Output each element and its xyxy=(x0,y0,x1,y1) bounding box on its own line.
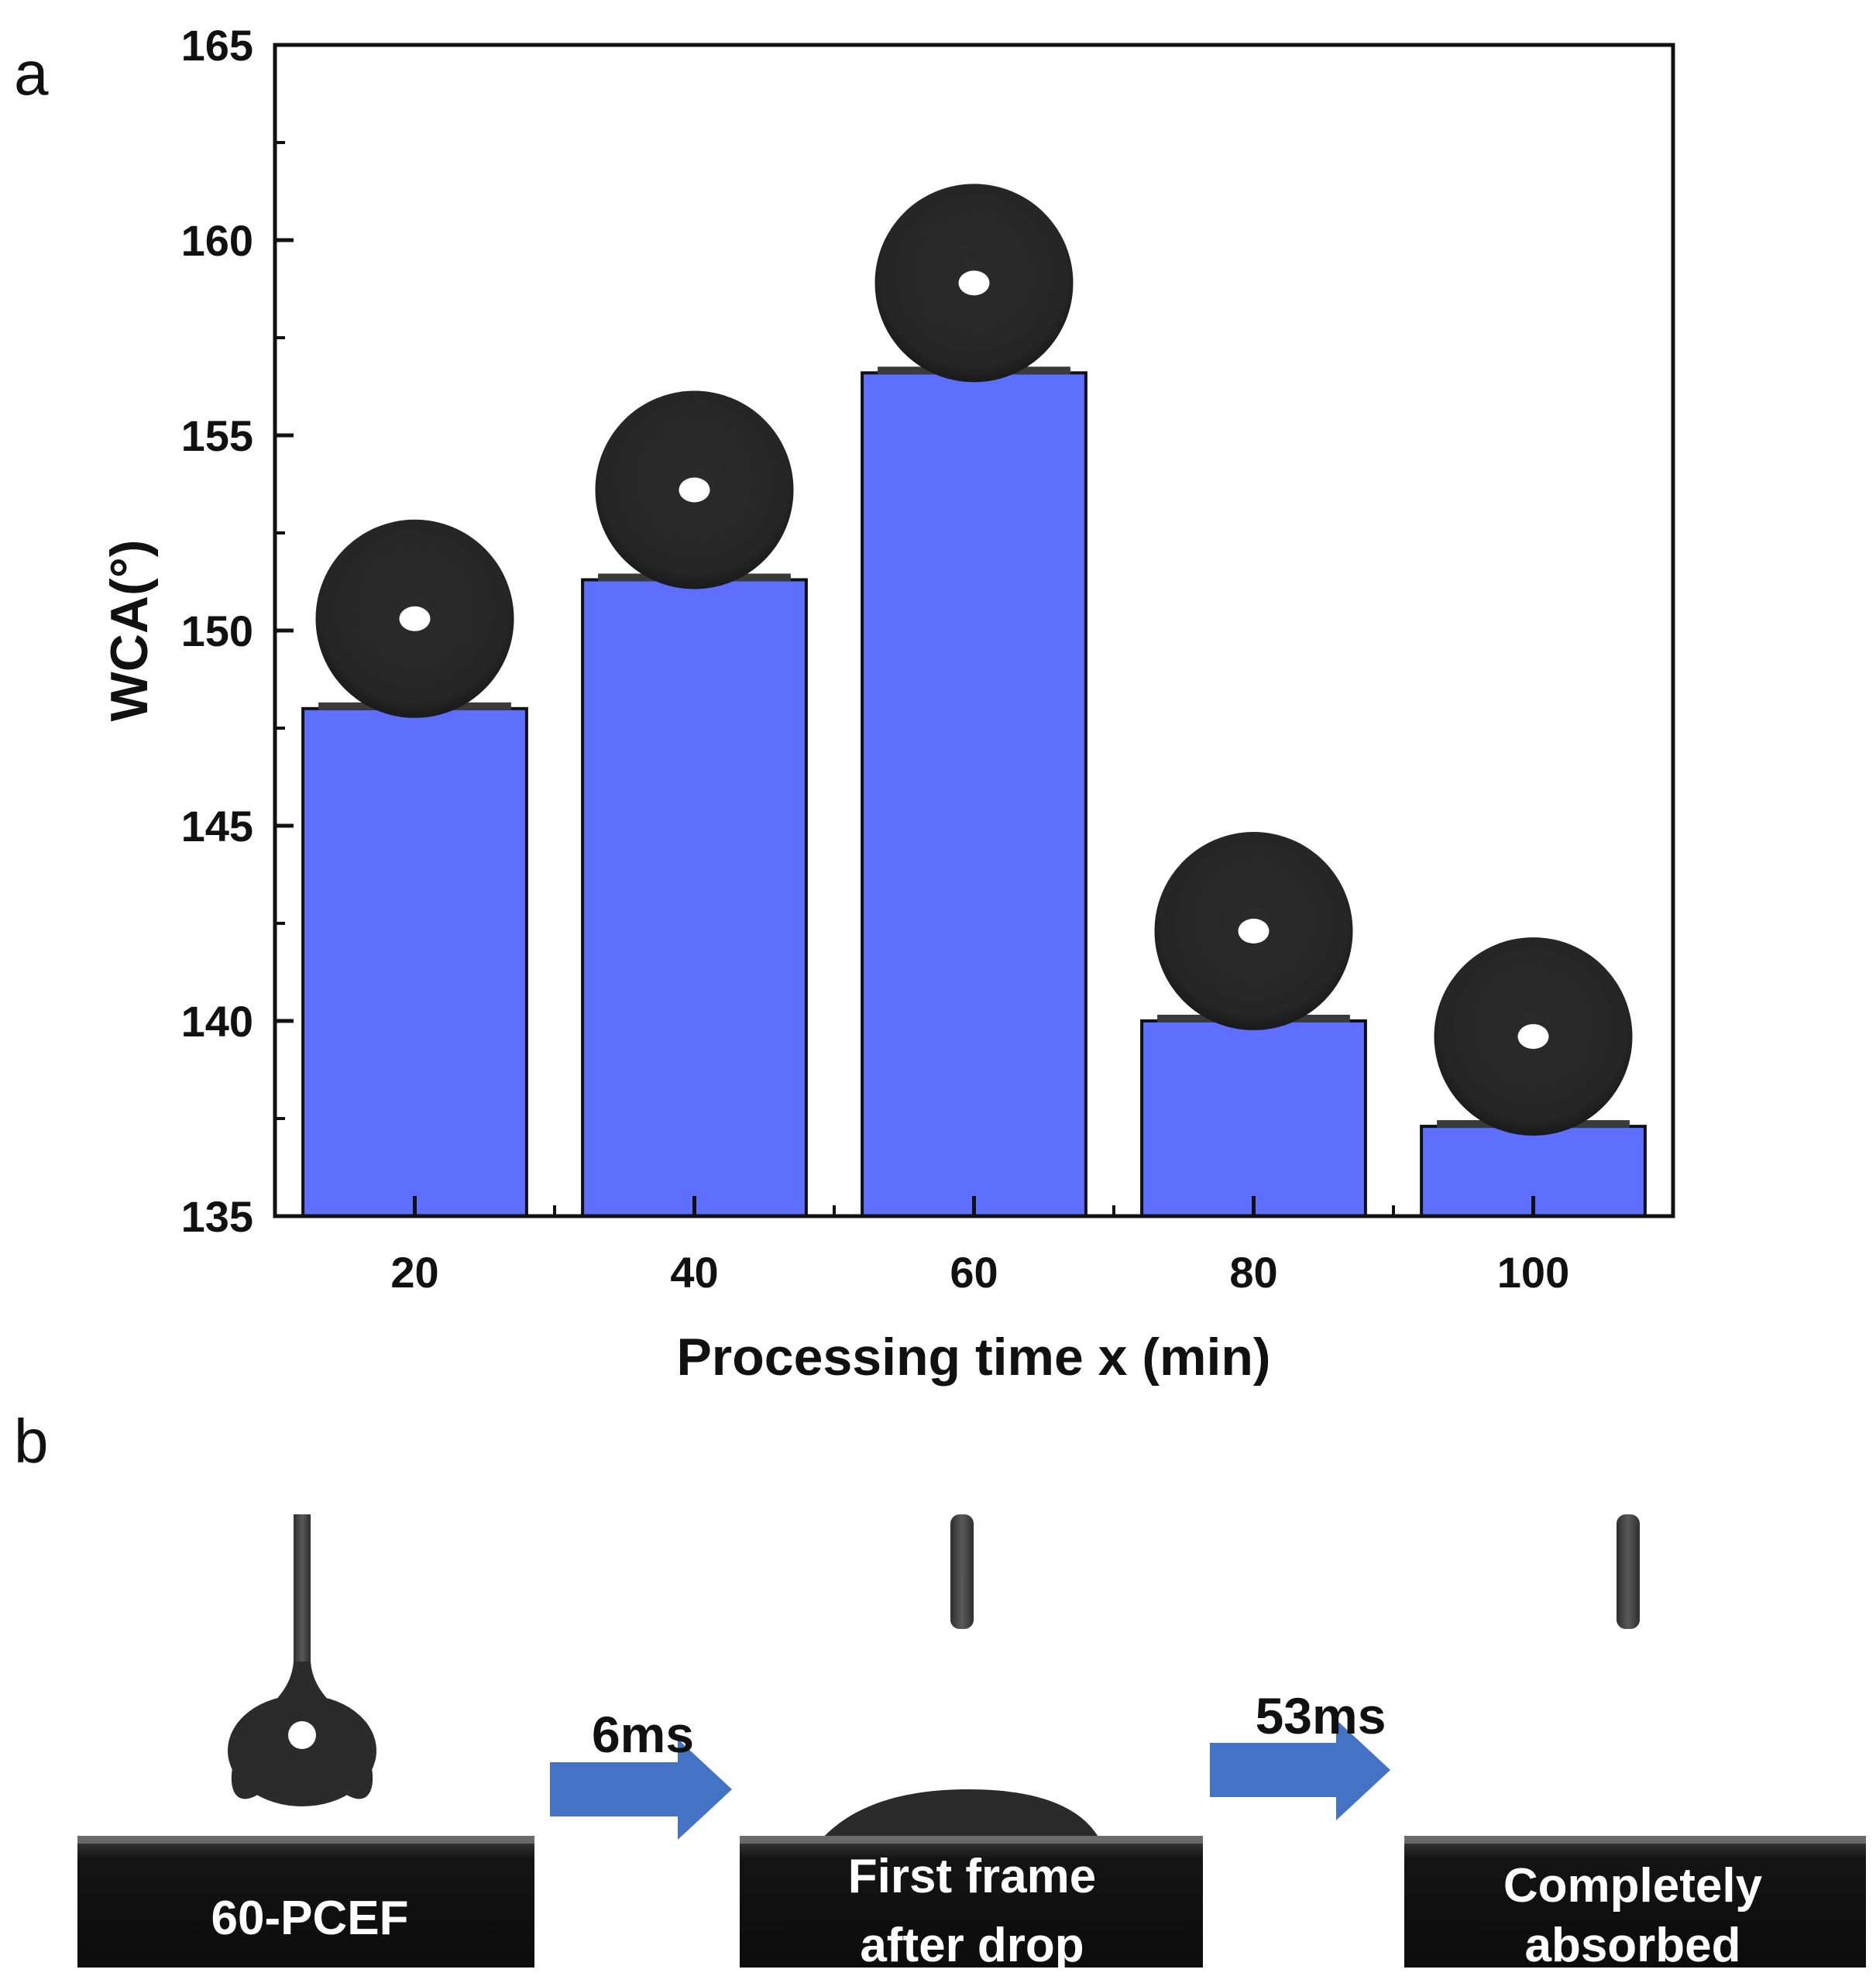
sample-label-first-frame-line2: after drop xyxy=(860,1919,1084,1972)
y-tick-label-135: 135 xyxy=(181,1192,253,1241)
y-axis-title: WCA(°) xyxy=(100,540,159,722)
y-tick-label-160: 160 xyxy=(181,216,253,265)
ticks-layer: 20 40 60 80 100 135 140 145 150 155 160 165 xyxy=(181,21,1570,1297)
spreading-droplet xyxy=(821,1789,1100,1840)
needle xyxy=(1617,1514,1640,1629)
arrow-shape xyxy=(550,1739,732,1840)
y-tick-label-155: 155 xyxy=(181,411,253,460)
sample-2-frame: First frame after drop xyxy=(740,1514,1203,1972)
substrate-base xyxy=(1404,1840,1866,1968)
panel-label-b: b xyxy=(14,1407,49,1476)
y-tick-label-140: 140 xyxy=(181,997,253,1046)
arrow-shape xyxy=(1210,1720,1390,1820)
y-tick-label-145: 145 xyxy=(181,802,253,851)
x-tick-label-80: 80 xyxy=(1229,1248,1277,1297)
bar-80 xyxy=(1140,1019,1367,1218)
droplet-highlight-80 xyxy=(1238,919,1270,943)
bar-40 xyxy=(581,578,808,1218)
droplet-highlight-60 xyxy=(958,270,990,296)
y-tick-label-165: 165 xyxy=(181,21,253,70)
x-tick-label-100: 100 xyxy=(1497,1248,1569,1297)
x-axis-title: Processing time x (min) xyxy=(676,1328,1270,1387)
droplet-highlight xyxy=(288,1721,316,1749)
droplets-layer xyxy=(315,184,1633,1136)
substrate-base xyxy=(740,1840,1203,1968)
droplet-highlight-20 xyxy=(399,606,431,631)
bars-layer xyxy=(301,371,1647,1218)
bar-20 xyxy=(301,706,528,1218)
substrate-surface xyxy=(740,1836,1203,1844)
substrate-surface xyxy=(77,1836,534,1844)
y-tick-label-150: 150 xyxy=(181,607,253,655)
x-tick-label-40: 40 xyxy=(670,1248,718,1297)
droplet-highlight-100 xyxy=(1517,1024,1549,1050)
sample-1-frame: 60-PCEF xyxy=(77,1514,534,1968)
sample-label-completely-line1: Completely xyxy=(1503,1859,1763,1913)
panel-label-a: a xyxy=(14,39,49,108)
needle xyxy=(294,1514,311,1669)
time-label-53ms: 53ms xyxy=(1256,1687,1386,1744)
arrow-6ms: 6ms xyxy=(550,1706,732,1840)
substrate-base xyxy=(77,1840,534,1968)
x-tick-label-20: 20 xyxy=(390,1248,438,1297)
arrow-53ms: 53ms xyxy=(1210,1687,1390,1820)
sample-label-completely-line2: absorbed xyxy=(1524,1919,1740,1972)
droplet-highlight-40 xyxy=(679,477,710,503)
bar-60 xyxy=(861,371,1087,1218)
sample-3-frame: Completely absorbed xyxy=(1404,1514,1866,1972)
substrate-surface xyxy=(1404,1836,1866,1844)
needle xyxy=(950,1514,974,1629)
sample-label-60-pcef: 60-PCEF xyxy=(211,1892,409,1945)
pendant-droplet-body xyxy=(228,1695,376,1806)
wca-bar-chart: 20 40 60 80 100 135 140 145 150 155 160 165 Process… xyxy=(100,21,1675,1387)
x-tick-label-60: 60 xyxy=(950,1248,998,1297)
sample-label-first-frame-line1: First frame xyxy=(848,1850,1096,1903)
time-label-6ms: 6ms xyxy=(592,1706,694,1763)
